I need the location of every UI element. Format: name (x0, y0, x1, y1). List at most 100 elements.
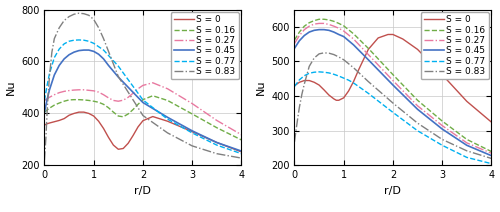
S = 0.27 (71, 89, 77, 91)
S = 0.45 (66, 53, 72, 56)
Legend: S = 0, S = 0.16, S = 0.27, S = 0.45, S = 0.77, S = 0.83: S = 0, S = 0.16, S = 0.27, S = 0.45, S =… (420, 12, 488, 79)
S = 0.45 (44, 99, 50, 102)
S = 0 (340, 97, 346, 99)
S = 0 (125, 142, 131, 145)
S = 0.16 (336, 22, 342, 25)
S = 0.77 (336, 75, 342, 77)
S = 0.77 (90, 42, 96, 45)
Line: S = 0.45: S = 0.45 (294, 30, 492, 156)
S = 0.45 (56, 64, 62, 67)
S = 0.77 (44, 85, 50, 87)
S = 0.83 (311, 57, 317, 59)
S = 0.45 (439, 128, 445, 130)
S = 0 (56, 119, 62, 122)
S = 0.45 (164, 116, 170, 119)
S = 0.16 (96, 101, 102, 103)
S = 0.77 (140, 99, 146, 101)
S = 0.77 (292, 85, 298, 88)
S = 0 (350, 80, 356, 83)
S = 0.77 (238, 152, 244, 155)
S = 0.27 (81, 89, 87, 91)
S = 0.16 (296, 31, 302, 33)
S = 0.77 (340, 77, 346, 79)
S = 0 (306, 79, 312, 82)
S = 0.45 (296, 39, 302, 42)
S = 0.16 (238, 139, 244, 141)
S = 0.77 (214, 144, 220, 146)
S = 0 (214, 141, 220, 144)
S = 0.77 (346, 79, 352, 81)
Line: S = 0.27: S = 0.27 (294, 23, 492, 153)
S = 0 (316, 84, 322, 86)
S = 0 (331, 98, 337, 100)
S = 0.83 (321, 52, 327, 54)
S = 0.45 (311, 29, 317, 32)
S = 0.83 (350, 66, 356, 69)
S = 0.45 (316, 28, 322, 31)
S = 0.77 (86, 40, 92, 43)
S = 0.77 (439, 144, 445, 146)
S = 0.77 (52, 56, 58, 59)
S = 0 (110, 144, 116, 146)
S = 0.45 (100, 58, 106, 60)
S = 0.27 (214, 119, 220, 122)
S = 0.16 (52, 104, 58, 106)
S = 0.16 (86, 99, 92, 102)
S = 0.16 (390, 73, 396, 76)
S = 0.83 (116, 75, 121, 78)
S = 0 (46, 122, 52, 124)
S = 0.45 (336, 33, 342, 36)
S = 0.45 (340, 35, 346, 38)
S = 0 (488, 121, 494, 123)
S = 0 (334, 99, 340, 102)
S = 0.27 (311, 23, 317, 25)
S = 0.83 (66, 15, 72, 18)
S = 0.16 (76, 98, 82, 101)
S = 0.83 (488, 157, 494, 160)
Line: S = 0.27: S = 0.27 (44, 83, 242, 135)
S = 0.45 (86, 49, 92, 51)
S = 0.77 (414, 130, 420, 132)
S = 0.16 (464, 138, 470, 141)
S = 0 (61, 117, 67, 120)
S = 0.27 (86, 89, 92, 92)
S = 0.45 (321, 28, 327, 31)
S = 0.27 (306, 25, 312, 27)
S = 0.16 (42, 111, 48, 113)
S = 0 (150, 115, 156, 118)
S = 0.83 (293, 130, 299, 132)
Y-axis label: Nu: Nu (256, 80, 266, 95)
S = 0.83 (295, 116, 301, 118)
S = 0.45 (350, 44, 356, 46)
S = 0.16 (321, 18, 327, 21)
S = 0.16 (311, 19, 317, 22)
S = 0.27 (46, 96, 52, 99)
S = 0.27 (56, 91, 62, 94)
S = 0.27 (366, 53, 372, 56)
S = 0.27 (336, 27, 342, 29)
S = 0.83 (46, 76, 52, 78)
S = 0.16 (61, 100, 67, 102)
S = 0.77 (296, 79, 302, 81)
S = 0.77 (76, 39, 82, 41)
S = 0.27 (110, 99, 116, 102)
S = 0.83 (61, 19, 67, 22)
S = 0.16 (116, 115, 121, 117)
S = 0.16 (292, 39, 298, 41)
S = 0 (76, 111, 82, 113)
S = 0 (321, 89, 327, 91)
S = 0.27 (296, 34, 302, 37)
S = 0 (414, 48, 420, 51)
S = 0.77 (366, 92, 372, 95)
S = 0.27 (326, 23, 332, 26)
Line: S = 0: S = 0 (44, 112, 242, 152)
S = 0 (52, 120, 58, 123)
S = 0.83 (390, 102, 396, 104)
S = 0.45 (214, 141, 220, 144)
S = 0.83 (302, 83, 308, 85)
Line: S = 0.16: S = 0.16 (44, 96, 242, 140)
S = 0.16 (189, 113, 195, 115)
S = 0.16 (135, 103, 141, 106)
S = 0.45 (238, 150, 244, 152)
S = 0.16 (140, 98, 146, 101)
